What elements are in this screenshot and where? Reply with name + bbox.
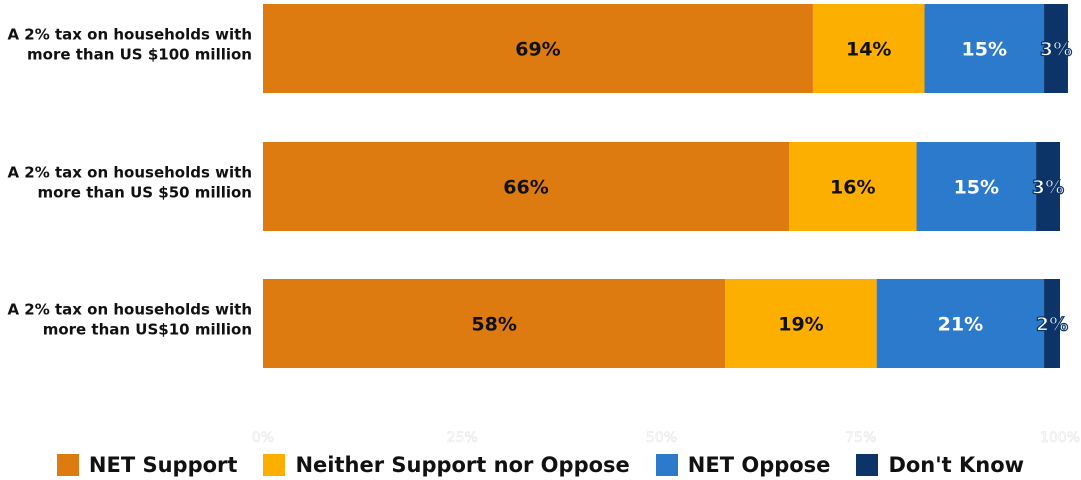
legend: NET Support Neither Support nor Oppose NET… [0, 450, 1081, 480]
legend-swatch [856, 454, 879, 476]
stacked-bar-chart: A 2% tax on households with more than US … [7, 4, 1080, 446]
data-label: 66% [503, 177, 548, 199]
category-label-line: more than US$10 million [43, 321, 252, 339]
category-label-line: A 2% tax on households with [7, 26, 252, 44]
legend-label: NET Oppose [687, 453, 831, 477]
data-label: 14% [846, 39, 891, 61]
x-tick-label: 0% [252, 430, 274, 446]
category-label-line: more than US $100 million [27, 46, 252, 64]
bar-segment [916, 142, 1037, 231]
legend-swatch [263, 454, 286, 476]
bar-segment [789, 142, 917, 231]
bar-segment [1044, 279, 1060, 368]
bar-segment [924, 4, 1045, 93]
data-label: 15% [962, 39, 1007, 61]
category-label-line: A 2% tax on households with [7, 164, 252, 182]
data-label: 15% [954, 177, 999, 199]
legend-item: NET Oppose [655, 453, 831, 477]
bar-segment [263, 279, 726, 368]
bar-segment [1036, 142, 1060, 231]
x-tick-label: 50% [646, 430, 677, 446]
data-label: 69% [515, 39, 560, 61]
bar-segment [876, 279, 1045, 368]
legend-item: NET Support [56, 453, 238, 477]
bar-segment [1044, 4, 1068, 93]
category-label: A 2% tax on households with more than US … [7, 164, 252, 202]
data-label: 21% [938, 314, 983, 336]
legend-item: Neither Support nor Oppose [263, 453, 630, 477]
x-tick-label: 100% [1040, 430, 1080, 446]
data-label: 3% [1040, 39, 1072, 61]
legend-label: Don't Know [888, 453, 1025, 477]
data-label: 58% [471, 314, 516, 336]
bar-segment [263, 142, 790, 231]
x-tick-label: 75% [845, 430, 876, 446]
category-label: A 2% tax on households with more than US$… [7, 301, 252, 339]
category-label-line: A 2% tax on households with [7, 301, 252, 319]
legend-swatch [56, 454, 79, 476]
data-label: 3% [1032, 177, 1064, 199]
bar-segment [725, 279, 877, 368]
legend-label: NET Support [88, 453, 238, 477]
bar-segment [812, 4, 925, 93]
legend-label: Neither Support nor Oppose [295, 453, 630, 477]
x-tick-label: 25% [447, 430, 478, 446]
bar-segment [263, 4, 813, 93]
category-label-line: more than US $50 million [37, 184, 252, 202]
data-label: 19% [778, 314, 823, 336]
data-label: 2% [1036, 314, 1068, 336]
legend-swatch [655, 454, 678, 476]
legend-item: Don't Know [856, 453, 1024, 477]
category-label: A 2% tax on households with more than US … [7, 26, 252, 64]
data-label: 16% [830, 177, 875, 199]
